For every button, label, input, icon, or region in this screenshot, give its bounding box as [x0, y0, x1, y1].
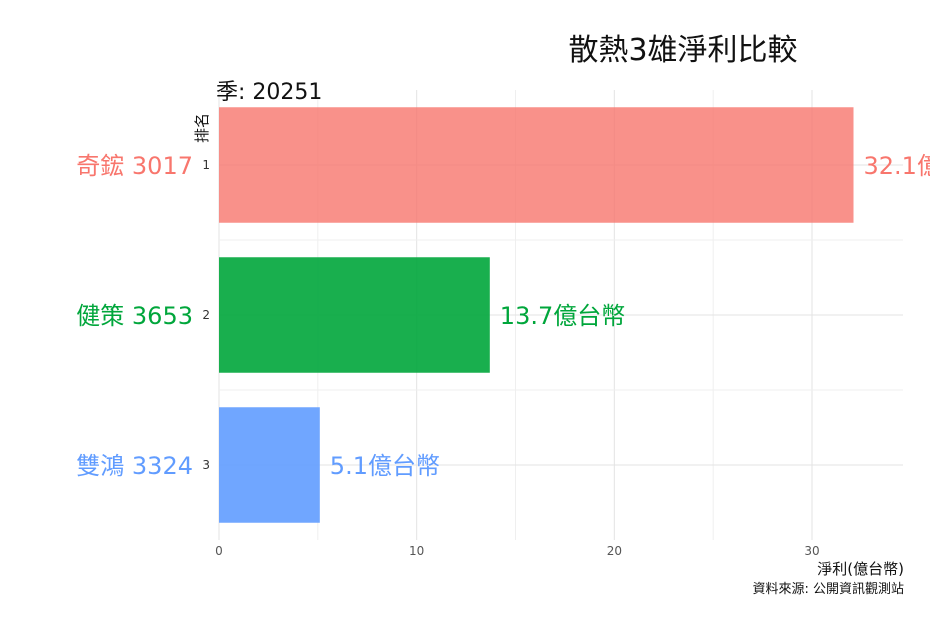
- bar: [219, 257, 490, 373]
- category-label: 健策 3653: [76, 302, 193, 330]
- bars: [219, 107, 854, 523]
- rank-label: 1: [202, 158, 210, 172]
- chart-title: 散熱3雄淨利比較: [568, 33, 797, 68]
- bar: [219, 407, 320, 523]
- category-label: 奇鋐 3017: [76, 152, 193, 180]
- x-axis-title: 淨利(億台幣): [817, 560, 904, 578]
- rank-label: 2: [202, 308, 210, 322]
- y-axis-title: 排名: [193, 113, 211, 143]
- value-label: 5.1億台幣: [330, 452, 440, 480]
- x-tick-label: 20: [607, 544, 622, 558]
- x-axis-ticks: 0 10 20 30: [215, 544, 819, 558]
- x-tick-label: 10: [409, 544, 424, 558]
- value-label: 13.7億台幣: [500, 302, 625, 330]
- category-label: 雙鴻 3324: [76, 452, 193, 480]
- bar: [219, 107, 854, 223]
- x-tick-label: 30: [804, 544, 819, 558]
- chart-caption: 資料來源: 公開資訊觀測站: [752, 582, 904, 597]
- rank-label: 3: [202, 458, 210, 472]
- x-tick-label: 0: [215, 544, 223, 558]
- chart-subtitle: 季: 20251: [216, 80, 322, 105]
- value-label: 32.1億台幣: [864, 152, 930, 180]
